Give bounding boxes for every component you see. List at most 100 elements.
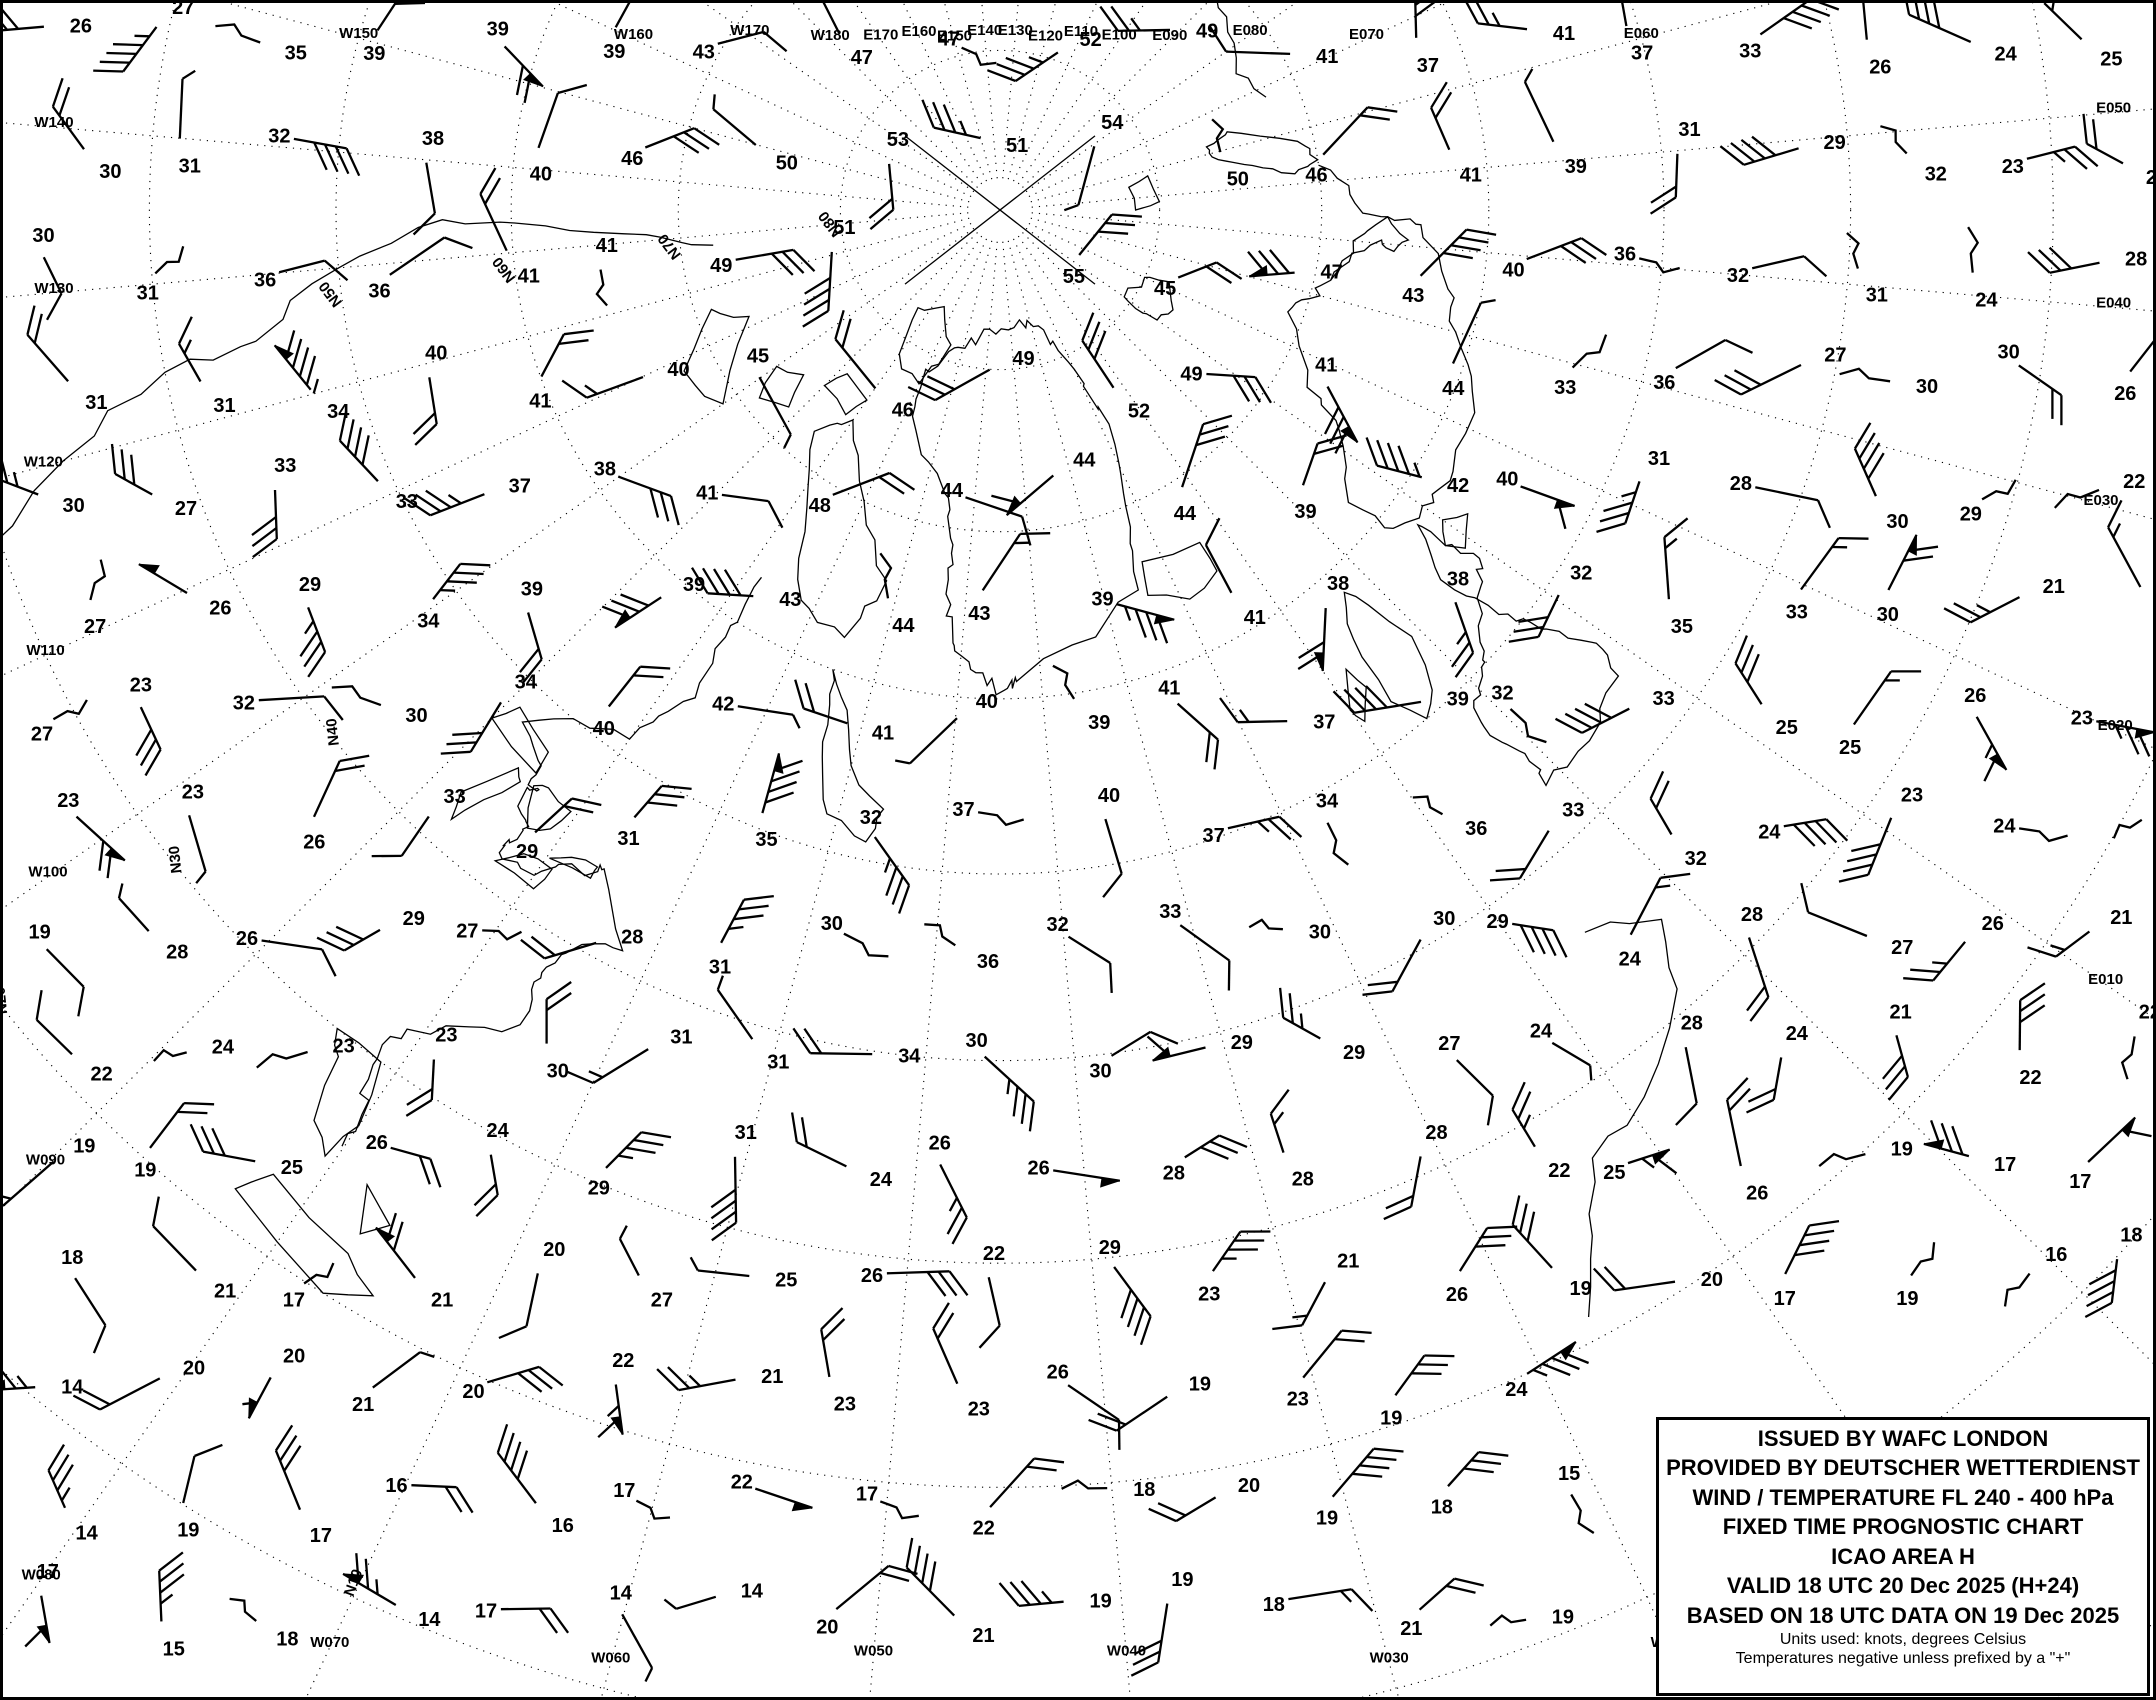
svg-text:26: 26	[1746, 1182, 1768, 1204]
svg-text:40: 40	[425, 343, 447, 365]
svg-text:47: 47	[1321, 262, 1343, 284]
svg-text:40: 40	[1502, 259, 1524, 281]
svg-text:49: 49	[1180, 363, 1202, 385]
svg-text:19: 19	[1316, 1508, 1338, 1530]
svg-text:44: 44	[892, 615, 915, 637]
svg-text:19: 19	[1189, 1373, 1211, 1395]
svg-text:46: 46	[1305, 165, 1327, 187]
svg-text:23: 23	[1901, 785, 1923, 807]
svg-text:49: 49	[1012, 348, 1034, 370]
svg-text:32: 32	[860, 807, 882, 829]
svg-text:17: 17	[283, 1289, 305, 1311]
svg-text:28: 28	[166, 941, 188, 963]
svg-text:14: 14	[610, 1583, 633, 1605]
svg-text:19: 19	[1891, 1139, 1913, 1161]
svg-text:W170: W170	[730, 22, 769, 39]
svg-text:41: 41	[1158, 677, 1180, 699]
svg-text:38: 38	[594, 459, 616, 481]
svg-text:23: 23	[2002, 156, 2024, 178]
svg-text:E020: E020	[2098, 717, 2133, 734]
svg-text:W110: W110	[26, 642, 64, 659]
svg-text:17: 17	[2069, 1171, 2091, 1193]
svg-text:30: 30	[1877, 604, 1899, 626]
svg-text:W140: W140	[34, 114, 73, 131]
svg-text:23: 23	[333, 1035, 355, 1057]
svg-text:29: 29	[1231, 1032, 1253, 1054]
svg-text:39: 39	[1091, 588, 1113, 610]
svg-text:22: 22	[973, 1517, 995, 1539]
svg-text:34: 34	[327, 401, 350, 423]
svg-text:29: 29	[1960, 504, 1982, 526]
svg-text:38: 38	[422, 128, 444, 150]
svg-text:33: 33	[1159, 901, 1181, 923]
svg-text:W050: W050	[854, 1643, 893, 1660]
svg-text:26: 26	[861, 1265, 883, 1287]
svg-text:22: 22	[2123, 471, 2145, 493]
svg-text:32: 32	[268, 125, 290, 147]
svg-text:51: 51	[1006, 135, 1028, 157]
svg-text:21: 21	[431, 1289, 453, 1311]
svg-text:18: 18	[1431, 1497, 1453, 1519]
svg-text:23: 23	[435, 1025, 457, 1047]
svg-text:29: 29	[516, 841, 538, 863]
svg-text:23: 23	[57, 790, 79, 812]
svg-text:55: 55	[1063, 266, 1085, 288]
svg-text:30: 30	[99, 161, 121, 183]
svg-text:27: 27	[1891, 937, 1913, 959]
svg-text:32: 32	[1727, 265, 1749, 287]
svg-text:27: 27	[651, 1290, 673, 1312]
svg-text:E090: E090	[1152, 27, 1187, 44]
svg-text:31: 31	[213, 395, 235, 417]
svg-text:31: 31	[767, 1051, 789, 1073]
svg-text:33: 33	[1786, 602, 1808, 624]
svg-text:29: 29	[1343, 1042, 1365, 1064]
svg-text:29: 29	[403, 908, 425, 930]
svg-text:17: 17	[475, 1601, 497, 1623]
svg-text:W040: W040	[1107, 1643, 1146, 1660]
svg-text:23: 23	[968, 1399, 990, 1421]
svg-text:30: 30	[547, 1061, 569, 1083]
svg-text:19: 19	[1380, 1407, 1402, 1429]
svg-text:33: 33	[274, 455, 296, 477]
svg-text:30: 30	[1886, 511, 1908, 533]
svg-text:E030: E030	[2083, 492, 2118, 509]
svg-text:24: 24	[1993, 816, 2016, 838]
svg-text:N30: N30	[166, 845, 186, 874]
svg-text:39: 39	[1565, 156, 1587, 178]
svg-text:29: 29	[1099, 1237, 1121, 1259]
svg-text:17: 17	[310, 1525, 332, 1547]
svg-text:31: 31	[179, 156, 201, 178]
svg-text:19: 19	[1171, 1569, 1193, 1591]
svg-text:34: 34	[515, 671, 538, 693]
svg-text:36: 36	[1614, 244, 1636, 266]
svg-text:20: 20	[283, 1346, 305, 1368]
svg-text:26: 26	[1446, 1284, 1468, 1306]
svg-text:17: 17	[1994, 1154, 2016, 1176]
svg-text:43: 43	[1402, 285, 1424, 307]
svg-text:41: 41	[1316, 46, 1338, 68]
svg-text:41: 41	[518, 265, 540, 287]
svg-text:18: 18	[2120, 1224, 2142, 1246]
svg-text:43: 43	[968, 603, 990, 625]
svg-text:21: 21	[1890, 1001, 1912, 1023]
svg-text:N40: N40	[323, 718, 343, 747]
svg-text:20: 20	[183, 1357, 205, 1379]
svg-text:21: 21	[1400, 1618, 1422, 1640]
svg-text:34: 34	[417, 611, 440, 633]
svg-text:14: 14	[61, 1376, 84, 1398]
svg-text:39: 39	[363, 43, 385, 65]
svg-text:33: 33	[1653, 688, 1675, 710]
svg-text:28: 28	[621, 927, 643, 949]
svg-text:36: 36	[1653, 372, 1675, 394]
svg-text:E040: E040	[2096, 294, 2131, 311]
svg-text:44: 44	[1073, 450, 1096, 472]
svg-text:23: 23	[1287, 1389, 1309, 1411]
svg-text:20: 20	[462, 1381, 484, 1403]
svg-text:15: 15	[163, 1638, 185, 1660]
svg-text:E070: E070	[1349, 26, 1384, 43]
svg-text:32: 32	[1925, 163, 1947, 185]
svg-text:32: 32	[1491, 682, 1513, 704]
svg-text:E130: E130	[998, 22, 1033, 39]
svg-text:43: 43	[693, 41, 715, 63]
svg-text:31: 31	[1648, 448, 1670, 470]
